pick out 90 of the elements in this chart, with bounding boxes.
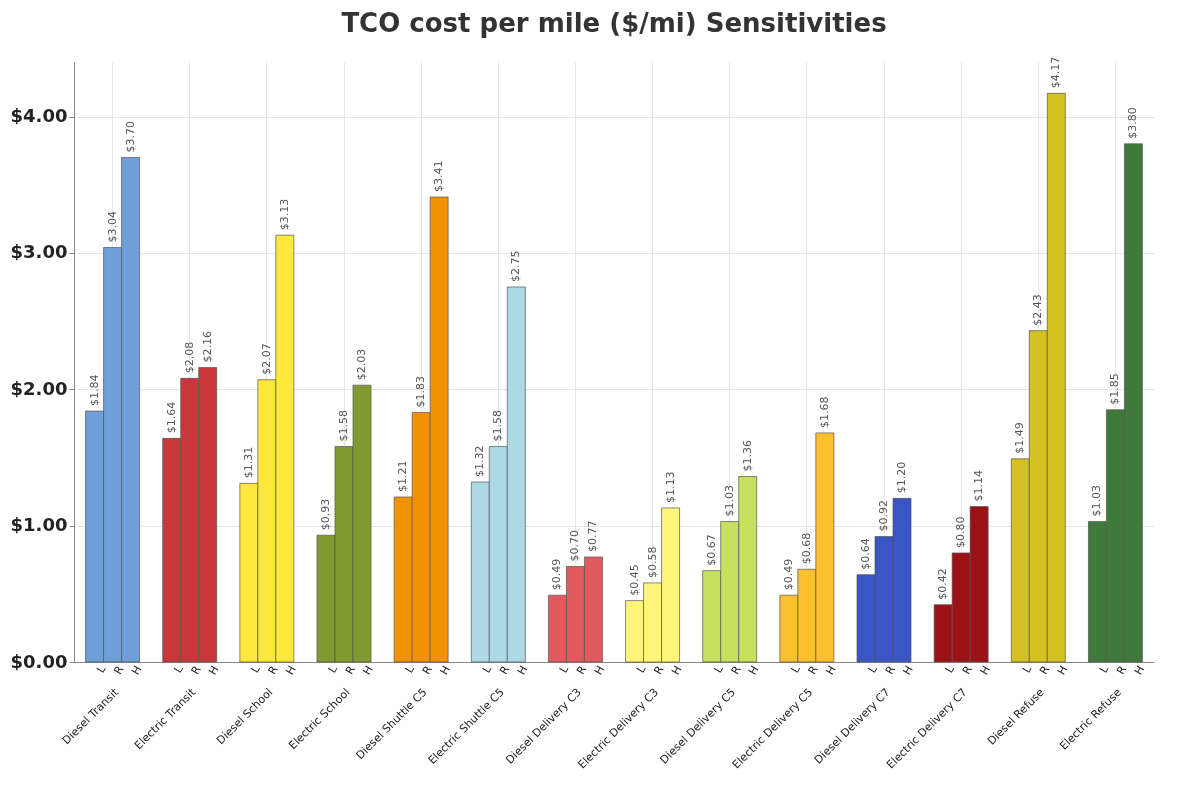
data-label: $1.58 (337, 410, 350, 442)
data-label: $1.84 (87, 374, 101, 407)
text: L (248, 663, 263, 676)
data-label: $0.58 (645, 546, 659, 578)
text: R (1037, 663, 1053, 677)
text: R (497, 663, 513, 677)
data-label: $1.32 (473, 445, 487, 477)
text: L (788, 663, 803, 676)
text: L (325, 663, 340, 676)
data-label: $2.03 (355, 348, 368, 381)
text: L (402, 663, 417, 676)
text: L (1019, 663, 1035, 676)
data-label: $1.20 (895, 461, 908, 494)
data-label: $0.68 (799, 532, 813, 565)
text: R (805, 663, 821, 677)
data-label: $1.64 (164, 401, 178, 434)
text: H (823, 663, 839, 678)
y-tick-label: $0.00 (10, 650, 68, 672)
data-label: $0.64 (859, 538, 872, 570)
text: H (514, 663, 531, 678)
text: H (360, 663, 376, 678)
data-label: $3.80 (1126, 107, 1140, 139)
text: L (711, 663, 726, 676)
text: R (651, 663, 667, 677)
data-label: $2.08 (182, 341, 196, 374)
text: L (479, 663, 495, 676)
data-label: $0.49 (550, 558, 564, 591)
text: L (942, 663, 957, 676)
y-tick-label: $1.00 (10, 514, 68, 536)
data-label: $0.80 (954, 516, 968, 548)
data-label: $0.70 (568, 530, 582, 562)
data-label: $1.85 (1108, 373, 1122, 405)
text: H (746, 663, 762, 678)
text: H (977, 663, 993, 678)
data-label: $2.75 (509, 250, 523, 282)
data-label: $4.17 (1049, 56, 1063, 89)
text: H (129, 663, 145, 678)
data-label: $0.45 (627, 564, 641, 596)
text: H (283, 663, 299, 678)
text: H (206, 663, 222, 678)
data-label: $1.31 (241, 446, 255, 479)
text: R (265, 663, 281, 677)
text: R (882, 663, 898, 677)
text: R (342, 663, 358, 677)
data-label: $2.07 (259, 343, 273, 375)
data-label: $1.03 (1090, 485, 1104, 517)
text: R (111, 663, 127, 677)
data-label: $0.42 (936, 568, 950, 600)
data-label: $0.49 (781, 558, 795, 591)
data-label: $0.67 (704, 534, 718, 566)
data-label: $3.13 (277, 198, 291, 231)
data-label: $1.36 (740, 440, 754, 472)
data-label: $1.21 (396, 460, 410, 492)
data-label: $1.49 (1013, 422, 1027, 454)
data-label: $3.70 (123, 120, 137, 153)
data-label: $1.13 (663, 471, 677, 503)
text: H (1054, 663, 1071, 678)
data-label: $1.14 (972, 470, 986, 502)
y-tick-label: $2.00 (10, 377, 68, 399)
data-label: $1.83 (414, 375, 428, 408)
text: H (1131, 663, 1148, 678)
data-label: $1.58 (491, 410, 505, 442)
text: L (94, 662, 109, 676)
text: L (865, 663, 880, 676)
data-label: $0.77 (586, 520, 600, 552)
text: R (728, 663, 744, 677)
chart-title: TCO cost per mile ($/mi) Sensitivities (341, 7, 887, 38)
text: L (634, 663, 649, 676)
text: L (1096, 663, 1112, 676)
data-label: $0.92 (877, 500, 890, 532)
text: H (669, 663, 685, 678)
text: R (574, 663, 590, 677)
text: R (188, 663, 204, 677)
text: H (900, 663, 916, 678)
data-label: $2.43 (1031, 294, 1045, 326)
text: L (556, 663, 572, 676)
data-label: $1.03 (722, 485, 736, 517)
y-tick-label: $3.00 (10, 241, 68, 263)
data-label: $1.68 (817, 396, 831, 428)
text: R (959, 663, 975, 677)
text: H (591, 663, 608, 678)
y-tick-label: $4.00 (10, 105, 68, 127)
data-label: $3.41 (432, 160, 446, 192)
data-label: $2.16 (200, 330, 214, 363)
text: R (1114, 663, 1130, 677)
text: H (437, 663, 453, 678)
text: R (419, 663, 435, 677)
data-label: $0.93 (319, 498, 332, 531)
text: L (171, 663, 186, 676)
data-label: $3.04 (105, 210, 119, 243)
